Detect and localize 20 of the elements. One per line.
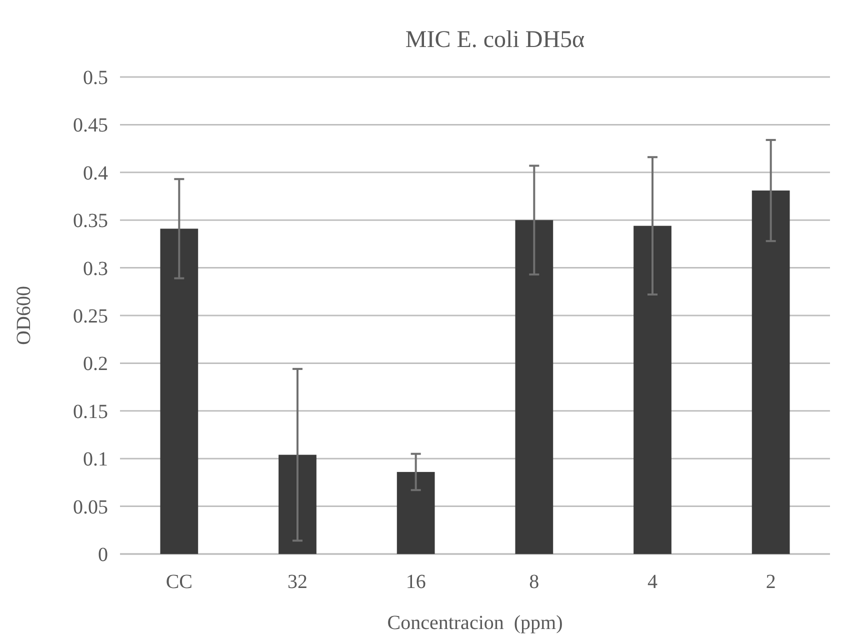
x-tick-label: 16	[406, 571, 426, 593]
x-tick-label: 2	[766, 571, 776, 593]
x-tick-label: 8	[529, 571, 540, 593]
y-tick-label: 0.4	[83, 162, 108, 184]
x-tick-label: CC	[166, 571, 193, 593]
y-axis-title: OD600	[13, 286, 35, 345]
y-tick-label: 0	[98, 544, 108, 566]
x-axis-title: Concentracion (ppm)	[387, 612, 563, 634]
chart-title: MIC E. coli DH5α	[405, 27, 586, 53]
y-tick-label: 0.35	[73, 210, 108, 232]
x-tick-label: 32	[288, 571, 308, 593]
y-tick-label: 0.05	[73, 496, 108, 518]
y-tick-label: 0.15	[73, 400, 108, 423]
y-tick-label: 0.45	[73, 114, 108, 137]
y-tick-label: 0.3	[83, 258, 108, 280]
x-tick-label: 4	[648, 571, 658, 593]
y-tick-label: 0.2	[83, 353, 108, 376]
y-tick-label: 0.25	[73, 306, 108, 328]
y-tick-label: 0.5	[83, 67, 108, 89]
y-tick-label: 0.1	[83, 448, 108, 471]
